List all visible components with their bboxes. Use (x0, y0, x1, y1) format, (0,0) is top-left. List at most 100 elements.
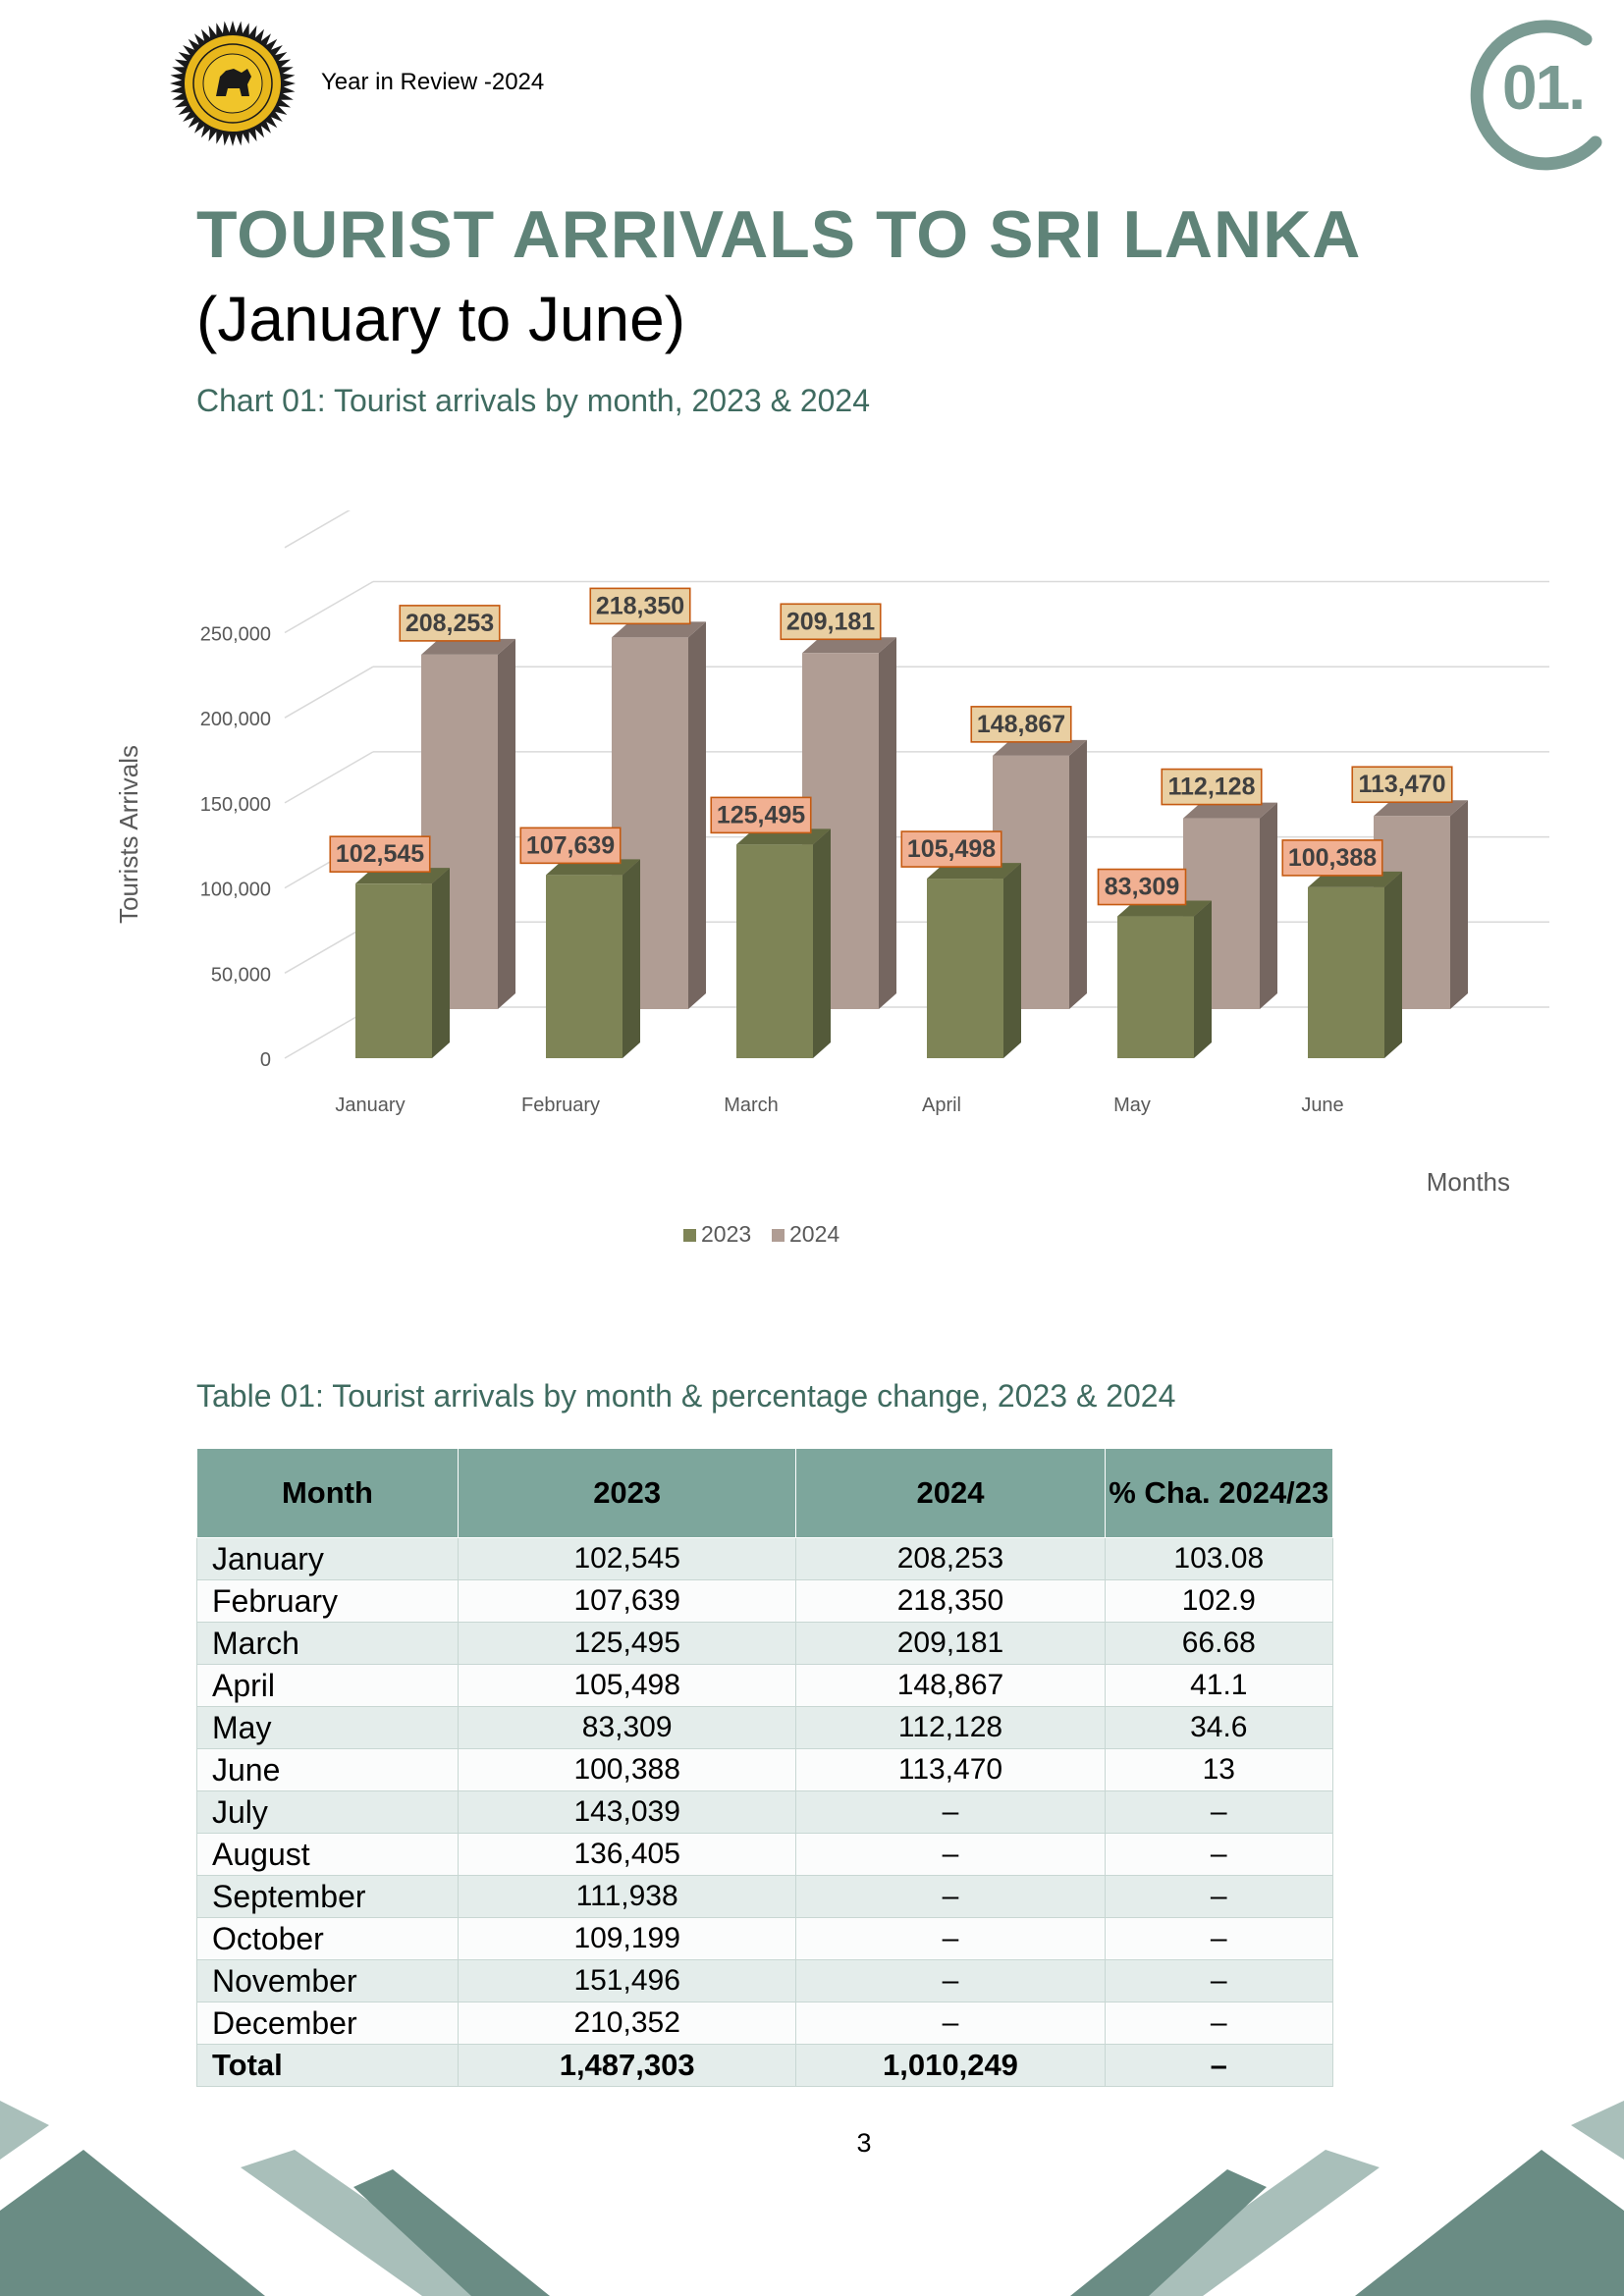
cell-percent-change: – (1104, 1959, 1334, 2002)
cell-2024: – (795, 1917, 1106, 1960)
cell-2024: – (795, 1790, 1106, 1834)
y-tick-label: 50,000 (211, 964, 271, 986)
cell-month: June (196, 1748, 459, 1791)
svg-text:105,498: 105,498 (907, 835, 996, 863)
cell-percent-change: – (1104, 1790, 1334, 1834)
cell-percent-change: 66.68 (1104, 1622, 1334, 1665)
cell-month: October (196, 1917, 459, 1960)
table-row: March 125,495 209,181 66.68 (196, 1622, 1334, 1665)
cell-2023: 83,309 (457, 1706, 797, 1749)
cell-month: Total (196, 2044, 459, 2087)
svg-text:83,309: 83,309 (1105, 874, 1179, 901)
legend-label-2023: 2023 (701, 1221, 751, 1247)
data-label-2024-january: 208,253 (399, 605, 501, 642)
cell-2023: 143,039 (457, 1790, 797, 1834)
table-row: May 83,309 112,128 34.6 (196, 1706, 1334, 1749)
x-axis-title: Months (1427, 1167, 1510, 1197)
y-tick-label: 100,000 (200, 880, 271, 901)
sltda-emblem-icon (170, 21, 296, 146)
section-number-ring-icon (1470, 20, 1602, 171)
cell-percent-change: 13 (1104, 1748, 1334, 1791)
footer-decoration (0, 2101, 1624, 2296)
svg-text:218,350: 218,350 (596, 592, 684, 619)
x-tick-label-april: April (922, 1095, 961, 1116)
gridline-depth (284, 580, 374, 634)
table-row: November 151,496– – (196, 1959, 1334, 2002)
x-tick-label-february: February (521, 1095, 600, 1116)
table-row: December 210,352– – (196, 2002, 1334, 2045)
cell-month: December (196, 2002, 459, 2045)
svg-text:125,495: 125,495 (717, 801, 805, 828)
table-row: July 143,039– – (196, 1790, 1334, 1834)
cell-2024: 218,350 (795, 1579, 1106, 1623)
tourist-arrivals-chart: 208,253 102,545 218,350 107,639 209,181 125,4… (114, 510, 1549, 1247)
chart-legend: 2023 2024 (683, 1221, 839, 1247)
table-row: September 111,938– – (196, 1875, 1334, 1918)
series-2024-bars (421, 621, 1468, 1009)
data-labels: 208,253 102,545 218,350 107,639 209,181 125,4… (329, 587, 1453, 906)
cell-2023: 102,545 (457, 1537, 797, 1580)
svg-text:112,128: 112,128 (1168, 774, 1256, 801)
cell-2023: 109,199 (457, 1917, 797, 1960)
arrivals-table: Month 2023 2024 % Cha. 2024/23 January 10… (196, 1448, 1334, 2087)
legend-swatch-2024 (772, 1229, 785, 1242)
cell-percent-change: – (1104, 2044, 1334, 2087)
cell-percent-change: – (1104, 1833, 1334, 1876)
cell-month: March (196, 1622, 459, 1665)
header-2024: 2024 (795, 1448, 1106, 1538)
svg-text:209,181: 209,181 (786, 608, 875, 635)
legend-swatch-2023 (683, 1229, 696, 1242)
cell-percent-change: – (1104, 1917, 1334, 1960)
cell-month: August (196, 1833, 459, 1876)
table-row: April 105,498 148,867 41.1 (196, 1664, 1334, 1707)
cell-2023: 107,639 (457, 1579, 797, 1623)
cell-percent-change: 103.08 (1104, 1537, 1334, 1580)
cell-percent-change: – (1104, 1875, 1334, 1918)
cell-2024: 1,010,249 (795, 2044, 1106, 2087)
header-title: Year in Review -2024 (321, 69, 545, 95)
y-tick-label: 200,000 (200, 709, 271, 730)
header-percent-change: % Cha. 2024/23 (1104, 1448, 1334, 1538)
y-tick-label: 250,000 (200, 624, 271, 646)
cell-month: May (196, 1706, 459, 1749)
data-label-2024-february: 218,350 (589, 587, 691, 625)
table-caption: Table 01: Tourist arrivals by month & pe… (196, 1378, 1176, 1414)
bar-2023-january (355, 868, 450, 1058)
cell-percent-change: 41.1 (1104, 1664, 1334, 1707)
cell-2023: 1,487,303 (457, 2044, 797, 2087)
cell-month: April (196, 1664, 459, 1707)
bar-2023-april (927, 863, 1021, 1058)
section-number: 01. (1502, 52, 1586, 123)
cell-2024: 208,253 (795, 1537, 1106, 1580)
page-number: 3 (856, 2128, 872, 2158)
cell-2024: 148,867 (795, 1664, 1106, 1707)
x-tick-label-may: May (1113, 1095, 1151, 1116)
x-tick-label-june: June (1301, 1095, 1343, 1116)
x-tick-label-january: January (335, 1095, 405, 1116)
legend-label-2024: 2024 (789, 1221, 839, 1247)
table-header-row: Month 2023 2024 % Cha. 2024/23 (196, 1448, 1334, 1538)
cell-2024: 113,470 (795, 1748, 1106, 1791)
data-label-2023-may: 83,309 (1097, 868, 1187, 906)
table-row: February 107,639 218,350 102.9 (196, 1579, 1334, 1623)
cell-2023: 151,496 (457, 1959, 797, 2002)
svg-text:208,253: 208,253 (406, 610, 494, 637)
cell-2023: 136,405 (457, 1833, 797, 1876)
data-label-2023-january: 102,545 (329, 835, 431, 873)
cell-month: November (196, 1959, 459, 2002)
cell-percent-change: 102.9 (1104, 1579, 1334, 1623)
bar-2023-march (736, 828, 831, 1058)
data-label-2024-may: 112,128 (1161, 768, 1263, 806)
page-title: TOURIST ARRIVALS TO SRI LANKA (196, 197, 1362, 272)
cell-2023: 100,388 (457, 1748, 797, 1791)
table-row: October 109,199– – (196, 1917, 1334, 1960)
svg-text:102,545: 102,545 (336, 840, 424, 868)
cell-2023: 210,352 (457, 2002, 797, 2045)
table-row: June 100,388 113,470 13 (196, 1748, 1334, 1791)
cell-2024: – (795, 2002, 1106, 2045)
chart-caption: Chart 01: Tourist arrivals by month, 202… (196, 383, 870, 418)
data-label-2023-april: 105,498 (900, 830, 1002, 868)
cell-2023: 105,498 (457, 1664, 797, 1707)
cell-percent-change: – (1104, 2002, 1334, 2045)
cell-month: January (196, 1537, 459, 1580)
